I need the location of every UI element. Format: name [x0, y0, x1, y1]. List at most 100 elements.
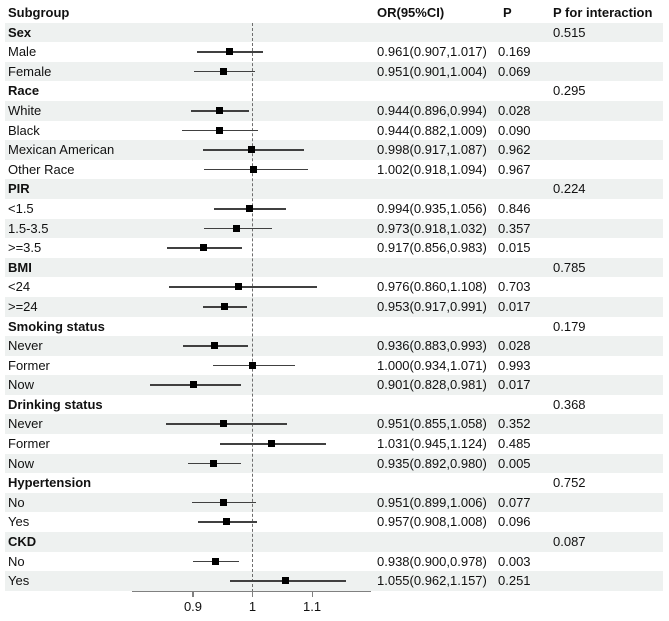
x-tick: [311, 592, 313, 597]
x-axis-line: [132, 591, 371, 593]
row-p: 0.028: [498, 338, 531, 354]
row-p-interaction: 0.179: [553, 318, 586, 334]
row-p: 0.017: [498, 298, 531, 314]
forest-rows: Sex 0.515 Male 0.961(0.907,1.017) 0.169 …: [0, 22, 669, 591]
row-label: Now: [8, 455, 35, 471]
point-estimate-marker: [225, 48, 233, 56]
forest-row: Smoking status 0.179: [0, 317, 669, 337]
row-p: 0.962: [498, 142, 531, 158]
row-or-text: 1.055(0.962,1.157): [377, 573, 487, 589]
row-or-text: 1.002(0.918,1.094): [377, 161, 487, 177]
forest-row: No 0.951(0.899,1.006) 0.077: [0, 492, 669, 513]
row-or-text: 0.973(0.918,1.032): [377, 220, 487, 236]
row-label: Mexican American: [8, 142, 115, 158]
row-or-text: 0.901(0.828,0.981): [377, 377, 487, 393]
row-p-interaction: 0.752: [553, 475, 586, 491]
row-p: 0.017: [498, 377, 531, 393]
row-p-interaction: 0.515: [553, 24, 586, 40]
ci-line: [169, 286, 317, 288]
row-label: No: [8, 553, 25, 569]
row-p: 0.251: [498, 573, 531, 589]
point-estimate-marker: [247, 146, 255, 154]
forest-row: CKD 0.087: [0, 532, 669, 552]
forest-row: PIR 0.224: [0, 179, 669, 199]
x-tick: [251, 592, 254, 597]
point-estimate-marker: [212, 557, 220, 565]
row-p: 0.169: [498, 44, 531, 60]
row-p: 0.015: [498, 240, 531, 256]
row-label: Sex: [8, 24, 32, 40]
reference-line: [252, 22, 253, 592]
row-label: BMI: [8, 259, 32, 275]
point-estimate-marker: [234, 283, 242, 291]
forest-row: Other Race 1.002(0.918,1.094) 0.967: [0, 160, 669, 180]
row-or-text: 0.976(0.860,1.108): [377, 279, 487, 295]
row-p: 0.846: [498, 200, 531, 216]
row-label: Race: [8, 83, 40, 99]
row-p-interaction: 0.087: [553, 534, 586, 550]
row-p: 0.357: [498, 220, 531, 236]
row-or-text: 0.935(0.892,0.980): [377, 455, 487, 471]
row-or-text: 0.936(0.883,0.993): [377, 338, 487, 354]
row-label: <24: [8, 279, 31, 295]
point-estimate-marker: [267, 440, 275, 448]
forest-row: Race 0.295: [0, 81, 669, 101]
row-label: Former: [8, 357, 50, 373]
forest-row: <1.5 0.994(0.935,1.056) 0.846: [0, 199, 669, 219]
row-label: Never: [8, 416, 43, 432]
forest-row: <24 0.976(0.860,1.108) 0.703: [0, 277, 669, 297]
point-estimate-marker: [210, 342, 218, 350]
forest-row: Black 0.944(0.882,1.009) 0.090: [0, 121, 669, 141]
row-or-text: 0.961(0.907,1.017): [377, 44, 487, 60]
row-label: >=24: [8, 298, 38, 314]
row-label: 1.5-3.5: [8, 220, 49, 236]
row-or-text: 0.953(0.917,0.991): [377, 298, 487, 314]
row-p: 0.005: [498, 455, 531, 471]
forest-row: Male 0.961(0.907,1.017) 0.169: [0, 42, 669, 62]
point-estimate-marker: [221, 302, 229, 310]
row-label: Female: [8, 63, 52, 79]
row-p: 0.069: [498, 63, 531, 79]
column-header-subgroup: Subgroup: [8, 5, 70, 20]
forest-row: >=24 0.953(0.917,0.991) 0.017: [0, 296, 669, 317]
forest-row: Former 1.000(0.934,1.071) 0.993: [0, 356, 669, 376]
column-header-p: P: [503, 5, 512, 20]
forest-row: Former 1.031(0.945,1.124) 0.485: [0, 434, 669, 454]
row-p: 0.703: [498, 279, 531, 295]
row-label: Never: [8, 338, 43, 354]
row-label: Smoking status: [8, 318, 105, 334]
forest-row: No 0.938(0.900,0.978) 0.003: [0, 552, 669, 572]
row-or-text: 0.957(0.908,1.008): [377, 514, 487, 530]
point-estimate-marker: [219, 67, 227, 75]
column-header-p-interaction: P for interaction: [553, 5, 653, 20]
x-tick: [192, 592, 194, 597]
x-tick-label: 1: [248, 599, 257, 614]
forest-row: Yes 0.957(0.908,1.008) 0.096: [0, 512, 669, 532]
point-estimate-marker: [249, 361, 256, 369]
point-estimate-marker: [233, 224, 240, 232]
row-label: Former: [8, 436, 50, 452]
point-estimate-marker: [190, 381, 198, 389]
row-label: Other Race: [8, 161, 75, 177]
forest-row: Sex 0.515: [0, 22, 669, 43]
row-p-interaction: 0.224: [553, 181, 586, 197]
x-tick-label: 0.9: [183, 599, 203, 614]
column-header-or: OR(95%CI): [377, 5, 445, 20]
row-label: Drinking status: [8, 396, 103, 412]
row-p: 0.967: [498, 161, 531, 177]
point-estimate-marker: [245, 204, 253, 212]
row-or-text: 0.994(0.935,1.056): [377, 200, 487, 216]
point-estimate-marker: [215, 106, 223, 114]
row-label: Male: [8, 44, 37, 60]
row-p: 0.993: [498, 357, 531, 373]
point-estimate-marker: [210, 459, 218, 467]
row-p: 0.090: [498, 122, 531, 138]
x-tick-label: 1.1: [303, 599, 322, 614]
row-or-text: 1.000(0.934,1.071): [377, 357, 487, 373]
header-row: Subgroup OR(95%CI) P P for interaction: [0, 3, 669, 23]
row-p: 0.352: [498, 416, 531, 432]
row-or-text: 0.944(0.882,1.009): [377, 122, 487, 138]
row-label: Yes: [8, 573, 30, 589]
forest-row: >=3.5 0.917(0.856,0.983) 0.015: [0, 238, 669, 258]
